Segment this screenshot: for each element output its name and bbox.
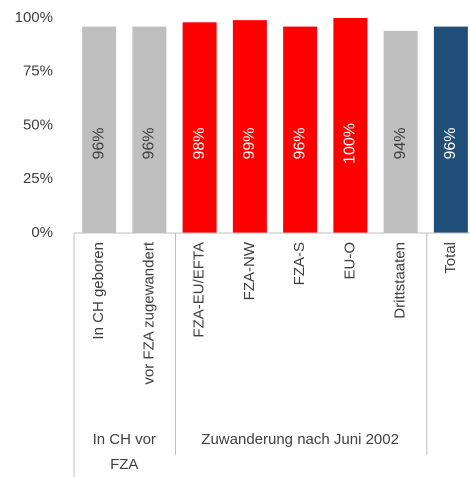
y-tick-label: 25% [23, 170, 53, 187]
bar [433, 26, 468, 233]
bar [283, 26, 318, 233]
group-label: In CH vor [93, 431, 156, 448]
y-tick-label: 100% [15, 9, 53, 26]
value-label: 96% [442, 127, 459, 159]
value-label: 96% [291, 127, 308, 159]
x-tick-label: FZA-NW [241, 241, 258, 300]
group-label: Zuwanderung nach Juni 2002 [201, 431, 399, 448]
bar [182, 22, 217, 233]
x-tick-label: In CH geboren [90, 242, 107, 340]
value-label: 99% [241, 127, 258, 159]
value-label: 96% [141, 127, 158, 159]
y-tick-label: 0% [31, 224, 53, 241]
x-tick-label: EU-O [341, 242, 358, 280]
x-tick-label: FZA-EU/EFTA [191, 242, 208, 338]
bar [232, 20, 267, 234]
x-tick-label: FZA-S [291, 242, 308, 285]
x-tick-label: Total [442, 242, 459, 274]
value-label: 100% [342, 123, 359, 164]
value-label: 94% [392, 127, 409, 159]
y-tick-label: 75% [23, 63, 53, 80]
group-label: FZA [110, 456, 138, 473]
bar [333, 18, 368, 233]
bar [82, 26, 117, 233]
value-label: 98% [191, 127, 208, 159]
bar [383, 30, 418, 234]
y-tick-label: 50% [23, 116, 53, 133]
bar [132, 26, 167, 233]
value-label: 96% [90, 127, 107, 159]
x-tick-label: Drittstaaten [392, 242, 409, 319]
x-tick-label: vor FZA zugewandert [140, 241, 157, 384]
